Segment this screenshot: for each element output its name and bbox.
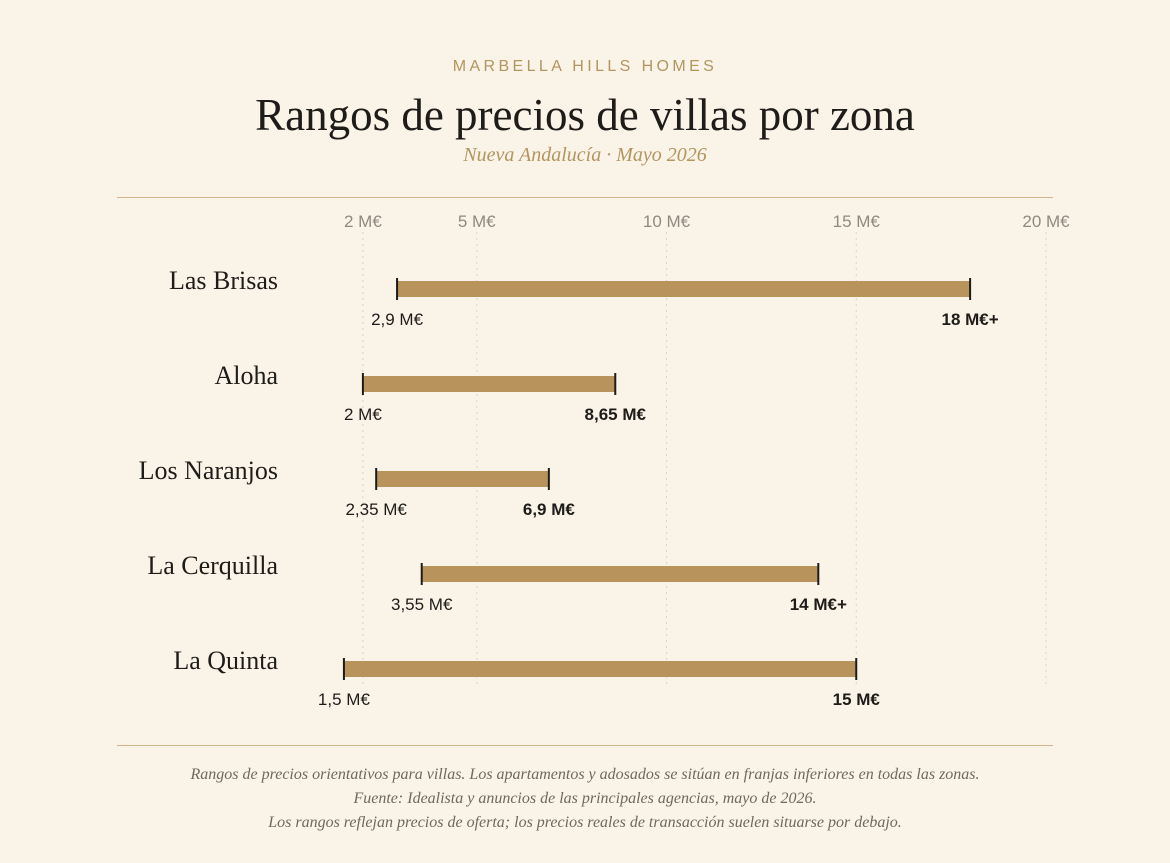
range-bar xyxy=(343,661,857,677)
zone-label: Los Naranjos xyxy=(139,456,278,485)
chart-subtitle: Nueva Andalucía · Mayo 2026 xyxy=(463,144,707,166)
x-tick-label: 10 M€ xyxy=(643,212,691,231)
range-bar xyxy=(397,281,971,297)
range-bar xyxy=(362,376,616,392)
x-tick-label: 2 M€ xyxy=(344,212,382,231)
footer-note-3: Los rangos reflejan precios de oferta; l… xyxy=(268,814,902,831)
zone-label: La Quinta xyxy=(173,646,278,675)
footer-notes: Rangos de precios orientativos para vill… xyxy=(0,763,1170,835)
chart-title: Rangos de precios de villas por zona xyxy=(255,90,915,140)
max-value-label: 8,65 M€ xyxy=(585,405,647,424)
min-value-label: 3,55 M€ xyxy=(391,595,453,614)
min-value-label: 1,5 M€ xyxy=(318,690,371,709)
zone-label: La Cerquilla xyxy=(147,551,278,580)
top-divider xyxy=(117,197,1053,198)
range-bar xyxy=(376,471,549,487)
max-value-label: 6,9 M€ xyxy=(523,500,576,519)
x-tick-label: 20 M€ xyxy=(1022,212,1070,231)
min-value-label: 2,9 M€ xyxy=(371,310,424,329)
bottom-divider xyxy=(117,745,1053,746)
max-value-label: 18 M€+ xyxy=(942,310,999,329)
max-value-label: 14 M€+ xyxy=(790,595,847,614)
range-bar xyxy=(421,566,819,582)
max-value-label: 15 M€ xyxy=(833,690,881,709)
min-value-label: 2,35 M€ xyxy=(345,500,407,519)
brand-name: MARBELLA HILLS HOMES xyxy=(452,58,718,75)
min-value-label: 2 M€ xyxy=(344,405,382,424)
zone-label: Las Brisas xyxy=(169,266,278,295)
zone-label: Aloha xyxy=(214,361,278,390)
x-tick-label: 15 M€ xyxy=(833,212,881,231)
x-tick-label: 5 M€ xyxy=(458,212,496,231)
footer-note-2: Fuente: Idealista y anuncios de las prin… xyxy=(353,790,817,807)
footer-note-1: Rangos de precios orientativos para vill… xyxy=(190,766,980,783)
